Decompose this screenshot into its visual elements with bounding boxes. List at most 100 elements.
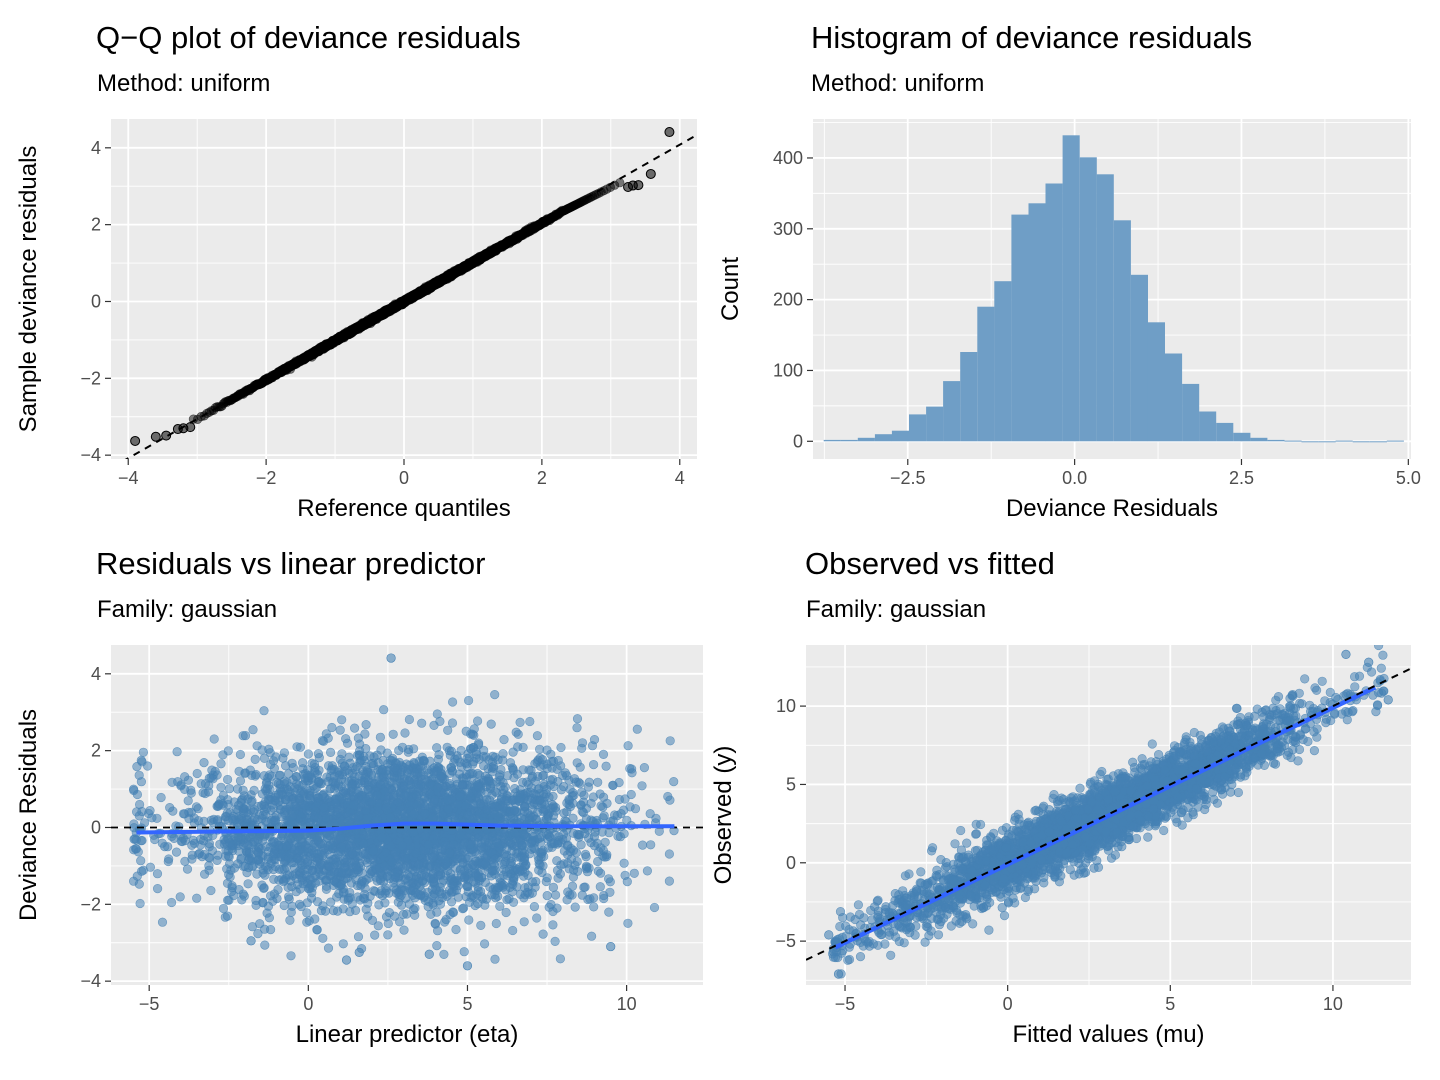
resid-y-axis-title: Deviance Residuals bbox=[15, 709, 42, 921]
resid-point bbox=[532, 913, 542, 923]
resid-point bbox=[206, 885, 216, 896]
hist-bar bbox=[909, 414, 927, 442]
resid-subtitle: Family: gaussian bbox=[97, 596, 278, 623]
resid-point bbox=[519, 917, 529, 927]
resid-point bbox=[586, 931, 597, 941]
qq-y-tick-label: 2 bbox=[91, 215, 101, 235]
qq-x-tick-label: 2 bbox=[537, 468, 547, 488]
hist-subtitle: Method: uniform bbox=[811, 70, 985, 97]
hist-x-tick-label: 5.0 bbox=[1396, 468, 1421, 488]
resid-x-axis-title: Linear predictor (eta) bbox=[296, 1021, 519, 1048]
hist-bar bbox=[1216, 422, 1234, 442]
resid-point bbox=[152, 869, 163, 879]
hist-bar bbox=[1096, 174, 1114, 442]
hist-bar bbox=[1079, 157, 1097, 442]
hist-bar bbox=[1045, 183, 1063, 442]
resid-point bbox=[326, 747, 336, 758]
qq-point bbox=[664, 127, 675, 138]
hist-bar bbox=[1284, 440, 1302, 442]
resid-point bbox=[548, 920, 558, 930]
qq-x-tick-label: −4 bbox=[118, 468, 139, 488]
hist-bar bbox=[1147, 322, 1165, 442]
hist-bar bbox=[1250, 437, 1268, 442]
qq-data-layer bbox=[124, 127, 697, 459]
hist-x-tick-label: 2.5 bbox=[1229, 468, 1254, 488]
obsfit-subtitle: Family: gaussian bbox=[806, 596, 987, 623]
qq-x-tick-label: −2 bbox=[256, 468, 277, 488]
hist-bar bbox=[926, 406, 944, 442]
resid-y-tick-label: −4 bbox=[80, 971, 101, 991]
qq-x-axis-title: Reference quantiles bbox=[297, 495, 510, 522]
hist-bar bbox=[1062, 135, 1080, 442]
qq-x-tick-label: 0 bbox=[399, 468, 409, 488]
hist-bar bbox=[943, 381, 961, 442]
resid-point bbox=[486, 719, 496, 729]
hist-y-tick-label: 0 bbox=[793, 431, 803, 451]
hist-bar bbox=[1233, 432, 1251, 442]
resid-point bbox=[353, 733, 364, 743]
resid-point bbox=[614, 794, 625, 805]
hist-bar bbox=[1199, 411, 1217, 442]
hist-bar bbox=[1130, 274, 1148, 442]
hist-bar bbox=[1182, 383, 1200, 442]
hist-bar bbox=[1028, 203, 1046, 442]
obsfit-title: Observed vs fitted bbox=[805, 546, 1055, 581]
resid-point bbox=[646, 840, 656, 850]
resid-x-tick-label: 0 bbox=[303, 994, 313, 1014]
hist-x-tick-label: 0.0 bbox=[1062, 468, 1087, 488]
resid-x-tick-label: 10 bbox=[617, 994, 637, 1014]
qq-title: Q−Q plot of deviance residuals bbox=[96, 20, 521, 55]
resid-point bbox=[508, 925, 518, 936]
qq-y-tick-label: 0 bbox=[91, 291, 101, 311]
qq-point bbox=[615, 178, 625, 188]
hist-bar bbox=[857, 437, 875, 442]
qq-point bbox=[633, 180, 644, 191]
qq-y-tick-label: −4 bbox=[80, 445, 101, 465]
resid-point bbox=[222, 878, 233, 888]
resid-point bbox=[572, 723, 582, 733]
hist-bar bbox=[1352, 441, 1370, 443]
hist-bar bbox=[840, 439, 858, 442]
hist-y-tick-label: 100 bbox=[773, 360, 803, 380]
resid-y-tick-label: −2 bbox=[80, 894, 101, 914]
hist-bar bbox=[977, 306, 995, 442]
resid-point bbox=[598, 749, 609, 760]
resid-x-tick-label: 5 bbox=[462, 994, 472, 1014]
qq-point bbox=[185, 422, 196, 433]
hist-y-axis-title: Count bbox=[717, 257, 744, 321]
hist-bar bbox=[1369, 441, 1387, 443]
resid-y-tick-label: 2 bbox=[91, 741, 101, 761]
hist-bar bbox=[1267, 439, 1285, 442]
qq-point bbox=[130, 435, 141, 446]
hist-bar bbox=[1386, 440, 1404, 442]
qq-subtitle: Method: uniform bbox=[97, 70, 271, 97]
hist-bar bbox=[1165, 353, 1183, 442]
resid-point bbox=[473, 716, 483, 726]
qq-point bbox=[645, 168, 656, 179]
hist-bar bbox=[1301, 441, 1319, 443]
hist-title: Histogram of deviance residuals bbox=[811, 20, 1253, 55]
hist-bar bbox=[960, 352, 978, 442]
resid-point bbox=[171, 847, 182, 857]
qq-y-tick-label: −2 bbox=[80, 368, 101, 388]
resid-point bbox=[464, 915, 474, 925]
hist-bar bbox=[994, 281, 1012, 442]
hist-y-tick-label: 300 bbox=[773, 219, 803, 239]
resid-point bbox=[216, 782, 226, 792]
qq-y-axis-title: Sample deviance residuals bbox=[15, 146, 42, 433]
hist-bar bbox=[1011, 214, 1029, 442]
resid-title: Residuals vs linear predictor bbox=[96, 546, 486, 581]
hist-bar bbox=[1335, 440, 1353, 442]
resid-point bbox=[476, 920, 486, 931]
hist-y-tick-label: 400 bbox=[773, 148, 803, 168]
resid-y-tick-label: 4 bbox=[91, 664, 101, 684]
hist-bar bbox=[1113, 220, 1131, 442]
hist-bar bbox=[823, 439, 841, 442]
hist-bar bbox=[891, 430, 909, 442]
resid-y-tick-label: 0 bbox=[91, 817, 101, 837]
qq-x-tick-label: 4 bbox=[675, 468, 685, 488]
